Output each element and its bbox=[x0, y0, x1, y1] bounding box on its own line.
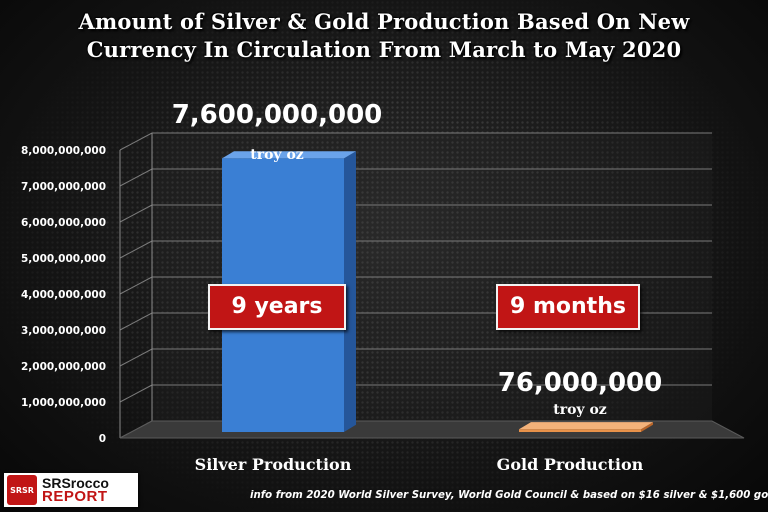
gridline-side bbox=[119, 168, 153, 187]
silver-duration-badge: 9 years bbox=[208, 284, 346, 330]
logo-text: SRSrocco REPORT bbox=[42, 476, 109, 504]
gridline-side bbox=[119, 348, 153, 367]
y-tick-label: 3,000,000,000 bbox=[21, 325, 106, 337]
logo-mark-icon: SRSR bbox=[7, 475, 37, 505]
y-tick-label: 6,000,000,000 bbox=[21, 217, 106, 229]
logo-line-2: REPORT bbox=[42, 488, 108, 505]
silver-value-label: 7,600,000,000 bbox=[172, 100, 383, 130]
y-tick-label: 7,000,000,000 bbox=[21, 181, 106, 193]
srsrocco-report-logo: SRSR SRSrocco REPORT bbox=[4, 473, 138, 507]
gold-unit-label: troy oz bbox=[553, 402, 607, 418]
chart-title-line-1: Amount of Silver & Gold Production Based… bbox=[78, 9, 690, 34]
gridline-side bbox=[119, 204, 153, 223]
y-tick-label: 5,000,000,000 bbox=[21, 253, 106, 265]
bar-top bbox=[222, 151, 356, 159]
bar-side bbox=[344, 151, 356, 432]
gold-value-label: 76,000,000 bbox=[498, 368, 662, 398]
gold-duration-badge: 9 months bbox=[496, 284, 640, 330]
logo-line-1: SRSrocco bbox=[42, 475, 109, 491]
source-note: info from 2020 World Silver Survey, Worl… bbox=[250, 490, 768, 501]
x-category-label: Silver Production bbox=[195, 455, 352, 474]
y-tick-label: 1,000,000,000 bbox=[21, 397, 106, 409]
y-tick-label: 4,000,000,000 bbox=[21, 289, 106, 301]
bar-side bbox=[641, 422, 653, 432]
gridline-side bbox=[119, 240, 153, 259]
gridline-side bbox=[119, 384, 153, 403]
gridline-side bbox=[119, 276, 153, 295]
bar bbox=[519, 429, 641, 432]
gridline-side bbox=[119, 132, 153, 151]
y-tick-label: 8,000,000,000 bbox=[21, 145, 106, 157]
bar-top bbox=[519, 422, 653, 430]
y-tick-label: 2,000,000,000 bbox=[21, 361, 106, 373]
gridline-side bbox=[119, 312, 153, 331]
y-tick-label: 0 bbox=[99, 433, 106, 445]
silver-unit-label: troy oz bbox=[250, 147, 304, 163]
chart-title-line-2: Currency In Circulation From March to Ma… bbox=[86, 37, 682, 62]
x-category-label: Gold Production bbox=[497, 455, 644, 474]
